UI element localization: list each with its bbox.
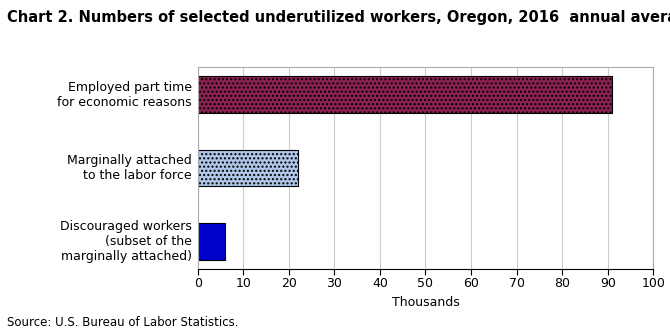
Bar bbox=[198, 223, 225, 260]
X-axis label: Thousands: Thousands bbox=[391, 296, 460, 309]
Text: Chart 2. Numbers of selected underutilized workers, Oregon, 2016  annual average: Chart 2. Numbers of selected underutiliz… bbox=[7, 10, 670, 25]
Bar bbox=[198, 150, 298, 186]
Text: Source: U.S. Bureau of Labor Statistics.: Source: U.S. Bureau of Labor Statistics. bbox=[7, 316, 239, 329]
Bar bbox=[198, 76, 612, 113]
